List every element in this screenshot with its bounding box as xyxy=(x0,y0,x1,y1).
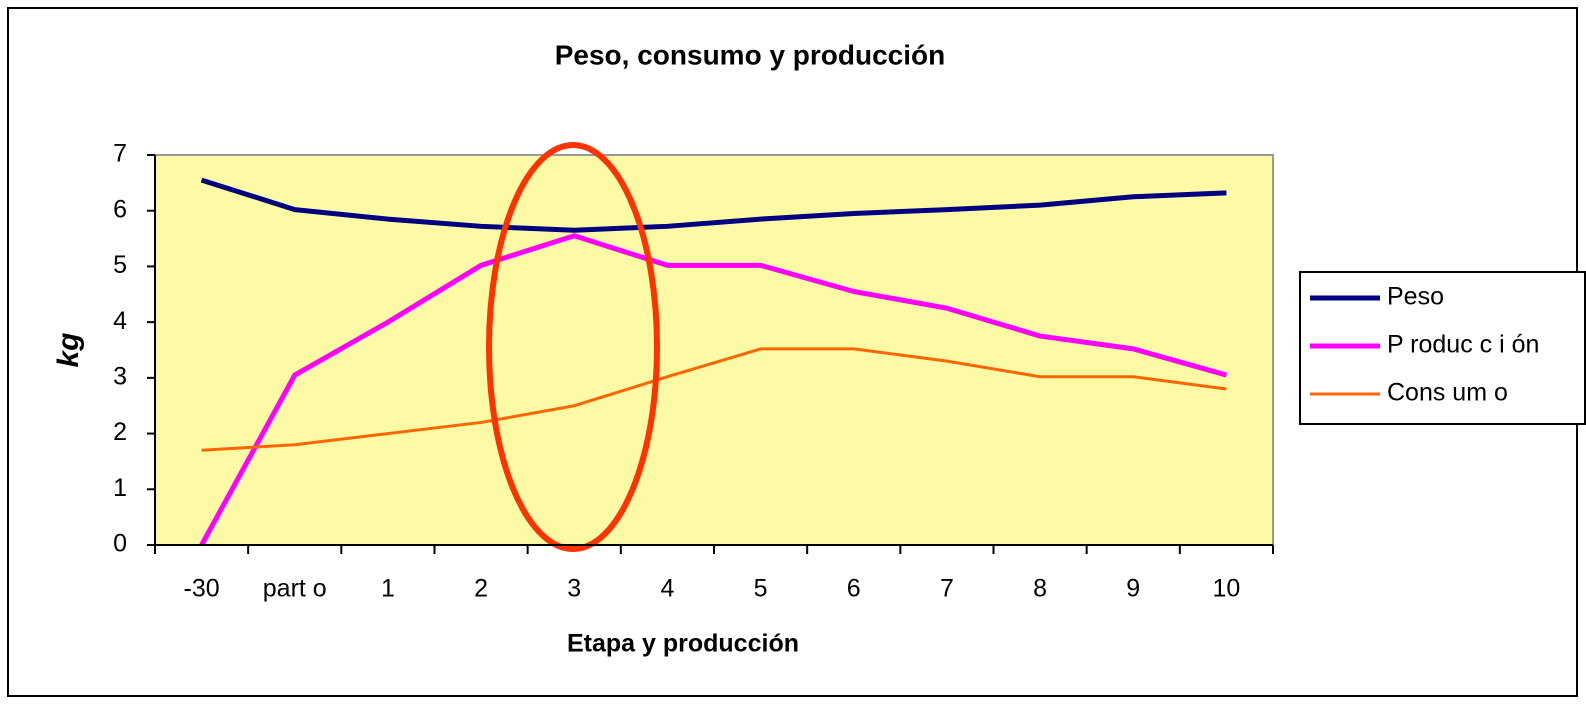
chart-title: Peso, consumo y producción xyxy=(555,39,946,70)
series-line xyxy=(199,233,1228,547)
x-tick-label: part o xyxy=(263,575,327,603)
series-line xyxy=(200,177,1227,233)
y-tick-label: 6 xyxy=(113,195,127,223)
x-tick-label: 1 xyxy=(381,575,395,603)
y-tick-label: 1 xyxy=(113,474,127,502)
x-tick-label: -30 xyxy=(184,575,220,603)
x-tick-label: 3 xyxy=(567,575,581,603)
x-tick-label: 2 xyxy=(474,575,488,603)
y-tick-label: 3 xyxy=(113,362,127,390)
x-tick-label: 7 xyxy=(940,575,954,603)
x-tick-label: 4 xyxy=(660,575,674,603)
y-tick-label: 4 xyxy=(113,307,127,335)
x-tick-label: 8 xyxy=(1033,575,1047,603)
x-axis-label: Etapa y producción xyxy=(567,630,799,658)
highlight-ellipse xyxy=(486,142,660,552)
y-tick-label: 2 xyxy=(113,418,127,446)
y-axis-label: kg xyxy=(52,332,85,367)
x-tick-label: 10 xyxy=(1213,575,1241,603)
x-tick-label: 9 xyxy=(1126,575,1140,603)
series-line xyxy=(201,347,1227,452)
x-tick-label: 5 xyxy=(754,575,768,603)
legend-label: Cons um o xyxy=(1387,379,1508,407)
x-tick-label: 6 xyxy=(847,575,861,603)
y-tick-label: 0 xyxy=(113,530,127,558)
y-tick-label: 7 xyxy=(113,140,127,168)
y-tick-label: 5 xyxy=(113,251,127,279)
legend-label: Peso xyxy=(1387,283,1444,311)
legend-label: P roduc c i ón xyxy=(1387,331,1539,359)
